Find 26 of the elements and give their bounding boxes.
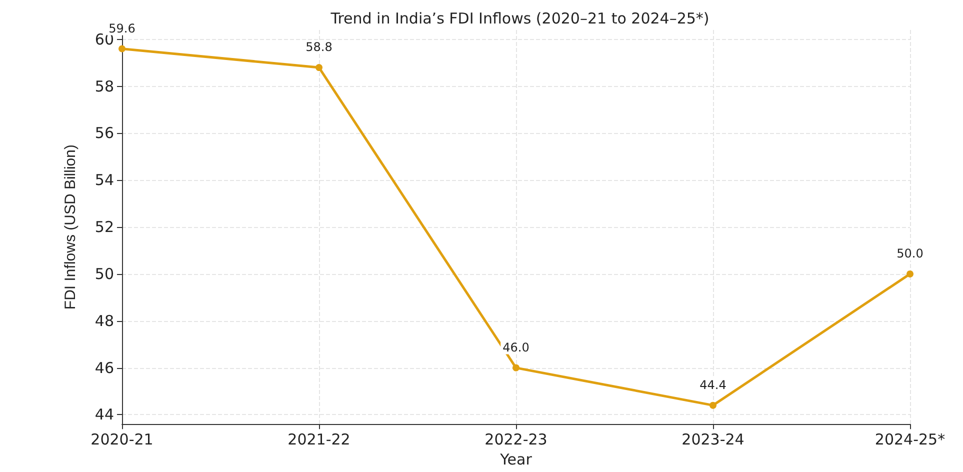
y-tick-label: 50 <box>94 264 114 283</box>
x-tick-label: 2021-22 <box>288 430 350 449</box>
x-tick-label: 2022-23 <box>484 430 548 449</box>
point <box>906 270 914 278</box>
data-label: 50.0 <box>896 246 924 260</box>
y-tick-label: 58 <box>94 77 114 96</box>
y-tick-label: 54 <box>94 171 114 190</box>
chart-title: Trend in India’s FDI Inflows (2020–21 to 2024–25*) <box>330 10 710 28</box>
point <box>512 364 520 372</box>
y-tick-label: 52 <box>94 218 114 236</box>
point <box>118 45 126 52</box>
point <box>316 64 322 72</box>
y-tick-label: 46 <box>94 358 114 377</box>
data-label: 46.0 <box>502 340 530 354</box>
x-axis-title: Year <box>499 450 533 468</box>
data-label: 44.4 <box>700 378 726 392</box>
x-tick-label: 2020-21 <box>90 430 154 449</box>
y-tick-label: 48 <box>94 312 114 330</box>
data-label: 58.8 <box>306 40 332 54</box>
x-tick-label: 2024-25* <box>874 430 946 449</box>
y-tick-label: 56 <box>94 124 114 142</box>
y-tick-label: 44 <box>94 406 114 424</box>
x-tick-label: 2023-24 <box>682 430 744 449</box>
data-label: 59.6 <box>108 21 136 36</box>
point <box>710 402 716 409</box>
y-axis-title: FDI Inflows (USD Billion) <box>62 144 79 310</box>
